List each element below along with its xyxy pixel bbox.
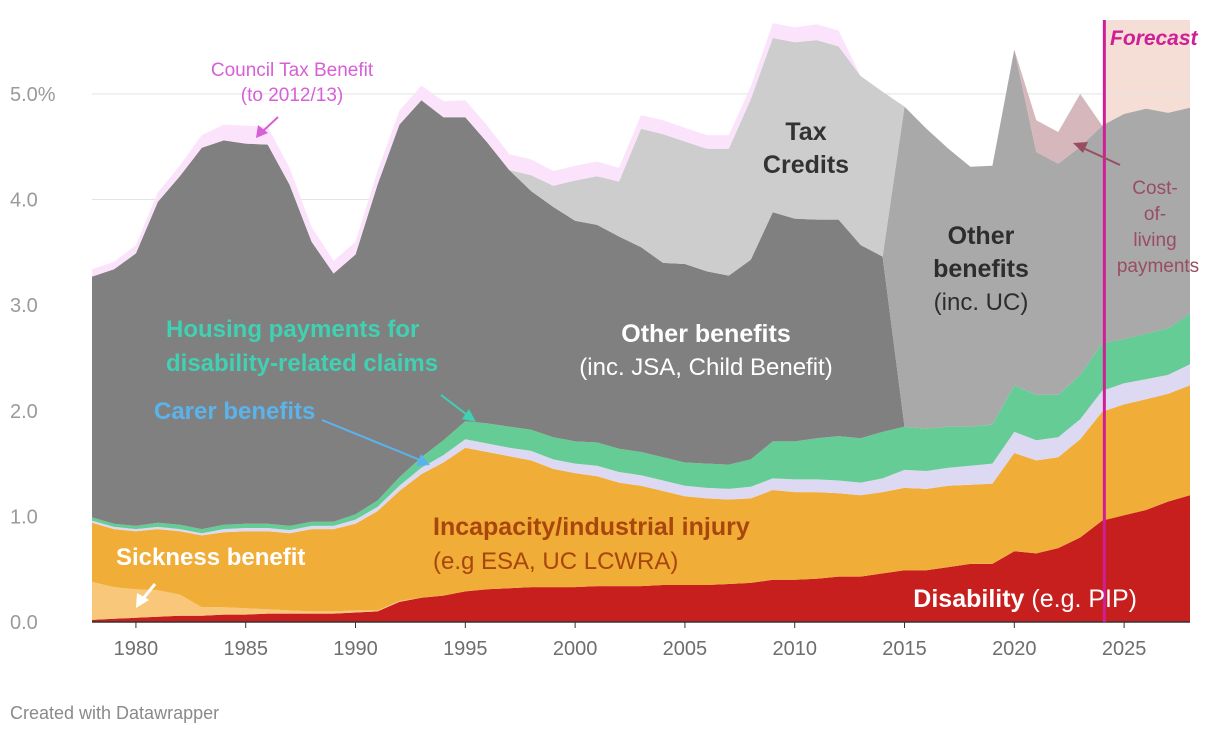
ctb-label-sub: (to 2012/13) xyxy=(241,85,343,106)
other-uc-label-3: (inc. UC) xyxy=(934,289,1029,316)
col-label-2: of- xyxy=(1144,204,1166,225)
x-tick-label: 1985 xyxy=(223,638,268,660)
area-incapacity xyxy=(92,385,1190,612)
x-tick-label: 1990 xyxy=(333,638,378,660)
area-tax-credits xyxy=(92,38,1190,277)
col-arrow xyxy=(1082,147,1121,166)
y-tick-label: 4.0 xyxy=(10,190,38,212)
ctb-arrowhead xyxy=(256,125,268,138)
disability-label: Disability (e.g. PIP) xyxy=(913,585,1137,613)
y-tick-label: 3.0 xyxy=(10,295,38,317)
col-label-3: living xyxy=(1133,230,1176,251)
y-tick-label: 0.0 xyxy=(10,612,38,634)
x-tick-label: 2000 xyxy=(553,638,598,660)
disability-label-sub: (e.g. PIP) xyxy=(1031,585,1137,613)
other-uc-label-1: Other xyxy=(948,222,1015,250)
x-tick-label: 2010 xyxy=(772,638,817,660)
x-tick-label: 1995 xyxy=(443,638,488,660)
y-tick-label: 1.0 xyxy=(10,506,38,528)
col-label-1: Cost- xyxy=(1132,178,1177,199)
other-uc-label-2: benefits xyxy=(933,255,1029,283)
carer-arrowhead xyxy=(416,454,430,466)
col-label-4: payments xyxy=(1117,256,1199,277)
incapacity-label-sub: (e.g ESA, UC LCWRA) xyxy=(433,548,678,575)
ctb-label-title: Council Tax Benefit xyxy=(211,60,374,81)
area-other-pre xyxy=(92,100,1190,530)
forecast-label: Forecast xyxy=(1110,27,1199,50)
tax-credits-label-1: Tax xyxy=(785,118,826,146)
disability-label-sep xyxy=(1024,585,1031,613)
incapacity-label-title: Incapacity/industrial injury xyxy=(433,513,750,541)
x-tick-label: 1980 xyxy=(114,638,159,660)
area-sickness xyxy=(92,495,1190,620)
area-ctb xyxy=(92,23,1190,277)
housing-arrow xyxy=(440,394,467,415)
sickness-arrowhead xyxy=(136,593,149,608)
disability-label-title: Disability xyxy=(913,585,1024,613)
area-disability xyxy=(92,495,1190,622)
footer-credit: Created with Datawrapper xyxy=(10,703,220,723)
sickness-label: Sickness benefit xyxy=(116,544,305,571)
area-other-uc xyxy=(92,49,1190,429)
x-tick-label: 2015 xyxy=(882,638,927,660)
col-arrowhead xyxy=(1073,142,1088,153)
housing-label-1: Housing payments for xyxy=(166,316,419,343)
y-tick-label: 2.0 xyxy=(10,401,38,423)
x-tick-label: 2020 xyxy=(992,638,1037,660)
other-pre-label-title: Other benefits xyxy=(621,320,790,348)
housing-label-2: disability-related claims xyxy=(166,350,438,377)
carer-arrow xyxy=(321,419,421,461)
x-tick-label: 2005 xyxy=(663,638,708,660)
housing-arrowhead xyxy=(462,409,476,422)
x-tick-label: 2025 xyxy=(1102,638,1147,660)
other-pre-label-sub: (inc. JSA, Child Benefit) xyxy=(579,354,832,381)
ctb-arrow xyxy=(261,116,279,133)
tax-credits-label-2: Credits xyxy=(763,151,849,179)
carer-label: Carer benefits xyxy=(154,398,315,425)
y-tick-label: 5.0% xyxy=(10,84,56,106)
